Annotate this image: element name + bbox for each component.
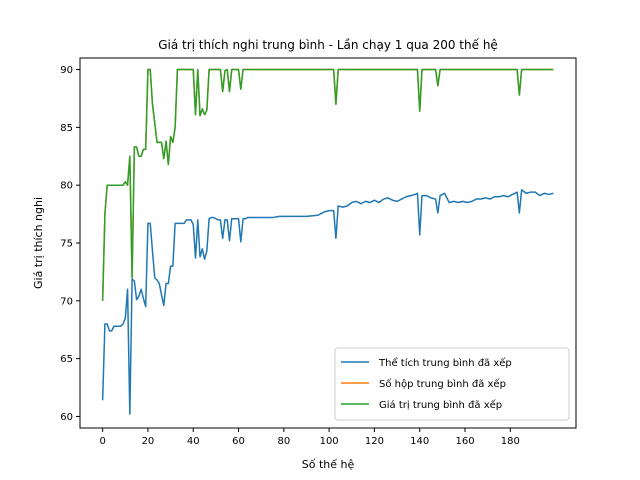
legend-box: [334, 347, 570, 421]
legend-label-3: Giá trị trung bình đã xếp: [379, 399, 502, 411]
y-tick-label: 90: [60, 65, 73, 76]
y-tick-label: 85: [60, 123, 73, 134]
x-tick-label: 40: [187, 436, 200, 447]
y-axis: 60 65 70 75 80 85 90: [60, 65, 80, 423]
y-tick-label: 75: [60, 239, 73, 250]
x-tick-label: 0: [99, 436, 105, 447]
y-tick-label: 65: [60, 354, 73, 365]
y-tick-label: 80: [60, 181, 73, 192]
x-axis: 0 20 40 60 80 100 120 140 160 180: [99, 428, 520, 447]
x-tick-label: 140: [410, 436, 429, 447]
x-tick-label: 120: [365, 436, 384, 447]
y-axis-label: Giá trị thích nghi: [32, 197, 45, 289]
x-tick-label: 80: [277, 436, 290, 447]
legend-label-2: Số hộp trung bình đã xếp: [379, 378, 506, 390]
y-tick-label: 60: [60, 412, 73, 423]
legend: Thể tích trung bình đã xếp Số hộp trung b…: [334, 347, 570, 421]
x-tick-label: 160: [455, 436, 474, 447]
series-line-1: [101, 189, 554, 415]
legend-label-1: Thể tích trung bình đã xếp: [378, 356, 512, 369]
x-tick-label: 60: [232, 436, 245, 447]
x-tick-label: 100: [320, 436, 339, 447]
series-line-3: [101, 68, 554, 301]
chart-title: Giá trị thích nghi trung bình - Lần chạy…: [158, 38, 498, 52]
y-tick-label: 70: [60, 296, 73, 307]
series-group: [101, 68, 554, 415]
x-tick-label: 180: [501, 436, 520, 447]
x-tick-label: 20: [142, 436, 155, 447]
x-axis-label: Số thế hệ: [302, 458, 355, 471]
